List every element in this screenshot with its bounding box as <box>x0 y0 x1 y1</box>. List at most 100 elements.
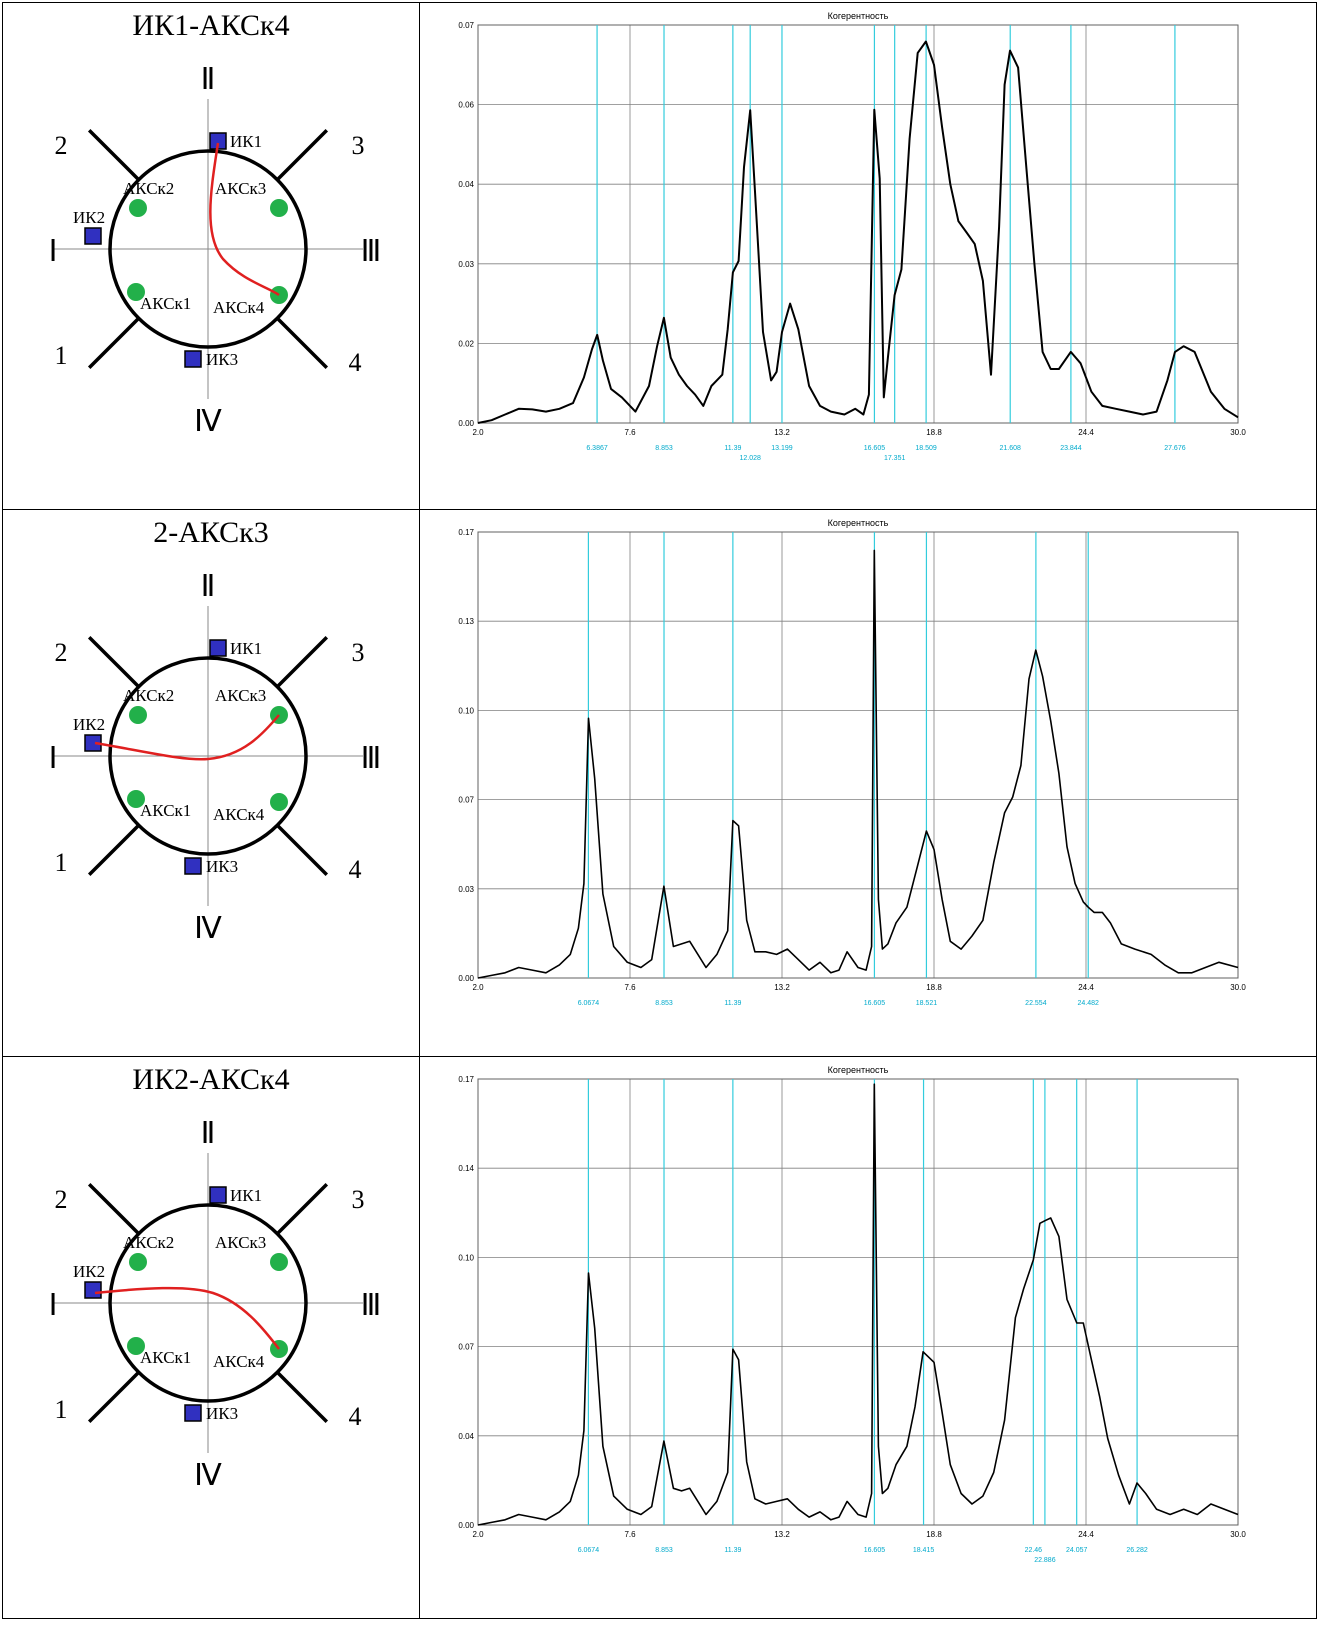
peak-marker-label: 23.844 <box>1060 445 1082 452</box>
peak-marker-label: 11.39 <box>724 1000 741 1007</box>
axis-label-right: Ⅲ <box>361 235 382 268</box>
peak-marker-label: 6.0674 <box>578 1547 600 1554</box>
well-circle <box>108 1203 308 1403</box>
peak-marker-label: 8.853 <box>655 1000 673 1007</box>
spoke-number-1: 1 <box>55 1395 68 1424</box>
peak-marker-label: 24.057 <box>1066 1547 1088 1554</box>
sensor-ak1 <box>127 1337 145 1355</box>
sensor-ak3 <box>270 199 288 217</box>
spoke-line <box>87 824 140 877</box>
x-tick-label: 24.4 <box>1078 428 1094 437</box>
sensor-ak1-label: АКСк1 <box>140 801 191 820</box>
peak-marker-label: 6.0674 <box>578 1000 600 1007</box>
plot-frame <box>477 531 1239 979</box>
y-tick-label: 0.03 <box>458 885 474 894</box>
y-tick-label: 0.17 <box>458 1075 474 1084</box>
ik3-marker <box>184 857 202 875</box>
well-scheme: Ⅱ Ⅳ Ⅰ Ⅲ 2 3 1 4 ИК1 ИК2 ИК3 АКСк2 АКСк3 АКСк1 АКСк4 <box>49 63 382 438</box>
peak-marker-label: 13.199 <box>771 445 793 452</box>
ik1-label: ИК1 <box>230 132 262 151</box>
coherence-series-line <box>477 40 1239 424</box>
well-scheme: Ⅱ Ⅳ Ⅰ Ⅲ 2 3 1 4 ИК1 ИК2 ИК3 АКСк2 АКСк3 АКСк1 АКСк4 <box>49 1117 382 1492</box>
peak-marker-label: 22.46 <box>1025 1547 1043 1554</box>
y-tick-label: 0.10 <box>458 706 474 715</box>
plot-frame <box>477 24 1239 424</box>
axis-label-bottom: Ⅳ <box>194 1459 222 1492</box>
sensor-ak4 <box>270 793 288 811</box>
ik1-label: ИК1 <box>230 1186 262 1205</box>
y-tick-label: 0.17 <box>458 528 474 537</box>
scheme-title: ИК2-АКСк4 <box>132 1063 290 1096</box>
axis-label-left: Ⅰ <box>49 742 58 775</box>
axis-label-top: Ⅱ <box>201 570 216 603</box>
peak-marker-label: 8.853 <box>655 445 673 452</box>
chart-title: Когерентность <box>828 1065 889 1075</box>
spoke-line <box>276 635 329 688</box>
ik3-label: ИК3 <box>206 1404 238 1423</box>
spoke-number-1: 1 <box>55 848 68 877</box>
ik2-label: ИК2 <box>73 715 105 734</box>
x-tick-label: 13.2 <box>774 428 790 437</box>
spoke-line <box>87 1371 140 1424</box>
ik3-marker <box>184 1404 202 1422</box>
ik2-marker <box>84 227 102 245</box>
axis-label-bottom: Ⅳ <box>194 405 222 438</box>
well-circle <box>108 149 308 349</box>
sensor-ak3 <box>270 1253 288 1271</box>
y-tick-label: 0.03 <box>458 260 474 269</box>
coherence-chart: Когерентность 0.00 0.04 0.07 0.10 0.14 0.17 2.0… <box>458 1065 1246 1564</box>
x-tick-label: 7.6 <box>624 983 636 992</box>
scheme-title: ИК1-АКСк4 <box>132 9 290 42</box>
ik1-marker <box>209 639 227 657</box>
ik3-label: ИК3 <box>206 350 238 369</box>
peak-marker-label: 16.605 <box>864 1000 886 1007</box>
ray-path <box>94 714 280 761</box>
ik3-marker <box>184 350 202 368</box>
scheme-cell-2: 2-АКСк3 Ⅱ Ⅳ Ⅰ Ⅲ 2 3 1 4 ИК1 ИК2 ИК3 АКСк2 АКСк3 АКСк1… <box>2 509 420 1057</box>
spoke-number-1: 1 <box>55 341 68 370</box>
ik2-marker <box>84 1281 102 1299</box>
axis-label-top: Ⅱ <box>201 1117 216 1150</box>
scheme-cell-1: ИК1-АКСк4 Ⅱ Ⅳ Ⅰ Ⅲ 2 3 1 4 ИК1 ИК2 ИК3 АКСк2 АКСк3 АКС… <box>2 2 420 510</box>
spoke-line <box>276 128 329 181</box>
ray-path <box>209 142 280 297</box>
axis-label-left: Ⅰ <box>49 1289 58 1322</box>
spoke-line <box>87 635 140 688</box>
sensor-ak1 <box>127 283 145 301</box>
peak-marker-label: 11.39 <box>724 1547 741 1554</box>
x-tick-label: 13.2 <box>774 1530 790 1539</box>
y-tick-label: 0.00 <box>458 419 474 428</box>
scheme-title: 2-АКСк3 <box>153 516 269 549</box>
peak-marker-label: 16.605 <box>864 445 886 452</box>
y-tick-label: 0.00 <box>458 974 474 983</box>
ik3-label: ИК3 <box>206 857 238 876</box>
chart-title: Когерентность <box>828 518 889 528</box>
spoke-line <box>87 317 140 370</box>
plot-frame <box>477 1078 1239 1526</box>
well-circle <box>108 656 308 856</box>
spoke-line <box>276 1371 329 1424</box>
x-tick-label: 7.6 <box>624 1530 636 1539</box>
y-tick-label: 0.07 <box>458 796 474 805</box>
x-tick-label: 24.4 <box>1078 1530 1094 1539</box>
chart-title: Когерентность <box>828 11 889 21</box>
coherence-chart: Когерентность 0.00 0.03 0.07 0.10 0.13 0.17 2.0… <box>458 518 1246 1007</box>
well-scheme: Ⅱ Ⅳ Ⅰ Ⅲ 2 3 1 4 ИК1 ИК2 ИК3 АКСк2 АКСк3 АКСк1 АКСк4 <box>49 570 382 945</box>
peak-marker-label: 18.415 <box>913 1547 935 1554</box>
x-tick-label: 30.0 <box>1230 983 1246 992</box>
x-tick-label: 2.0 <box>472 428 484 437</box>
y-tick-label: 0.07 <box>458 21 474 30</box>
sensor-ak1-label: АКСк1 <box>140 1348 191 1367</box>
sensor-ak2-label: АКСк2 <box>123 686 174 705</box>
peak-marker-label: 22.886 <box>1034 1557 1056 1564</box>
scheme-cell-3: ИК2-АКСк4 Ⅱ Ⅳ Ⅰ Ⅲ 2 3 1 4 ИК1 ИК2 ИК3 АКСк2 АКСк3 АКС… <box>2 1056 420 1619</box>
spoke-number-2: 2 <box>55 638 68 667</box>
sensor-ak4-label: АКСк4 <box>213 298 265 317</box>
axis-label-right: Ⅲ <box>361 1289 382 1322</box>
peak-marker-label: 11.39 <box>724 445 741 452</box>
peak-marker-label: 22.554 <box>1025 1000 1047 1007</box>
sensor-ak4-label: АКСк4 <box>213 1352 265 1371</box>
ik1-marker <box>209 1186 227 1204</box>
coherence-chart: Когерентность 0.00 0.02 0.03 0.04 0.06 0.07 2.0… <box>458 11 1246 462</box>
spoke-line <box>276 317 329 370</box>
